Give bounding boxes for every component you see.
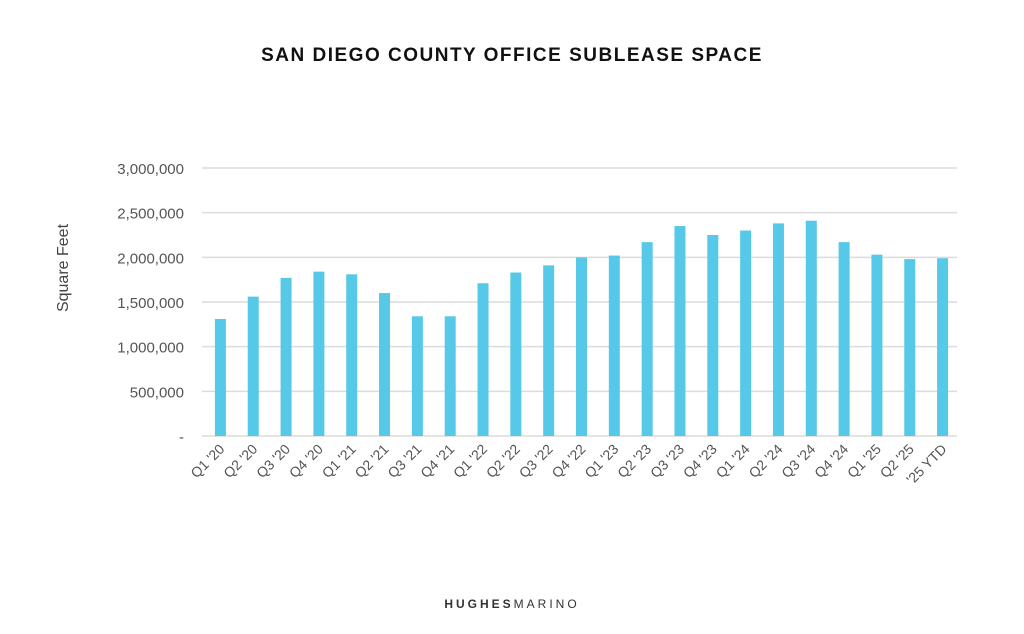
y-tick-label: 2,000,000 <box>117 250 184 267</box>
x-tick-label: Q1 '21 <box>319 441 359 481</box>
x-tick-label: Q1 '25 <box>844 441 884 481</box>
y-tick-label: 1,000,000 <box>117 340 184 357</box>
bar <box>805 220 817 436</box>
x-tick-label: Q2 '24 <box>745 441 785 481</box>
bar <box>346 274 358 436</box>
y-tick-label: 3,000,000 <box>117 161 184 178</box>
bar <box>247 296 259 436</box>
bar <box>543 265 555 436</box>
x-tick-label: Q1 '24 <box>713 441 753 481</box>
bar <box>379 293 391 436</box>
x-tick-label: Q1 '23 <box>581 441 621 481</box>
bar <box>937 258 949 436</box>
brand-bold: HUGHES <box>444 597 514 611</box>
y-tick-label: 1,500,000 <box>117 295 184 312</box>
y-tick-label: - <box>179 429 184 446</box>
bar <box>477 283 489 436</box>
x-tick-label: Q2 '22 <box>483 441 523 481</box>
x-tick-label: Q3 '24 <box>778 441 818 481</box>
bar <box>608 255 620 436</box>
x-tick-label: Q3 '22 <box>516 441 556 481</box>
x-tick-label: Q3 '21 <box>384 441 424 481</box>
y-tick-label: 500,000 <box>130 384 184 401</box>
chart-title: SAN DIEGO COUNTY OFFICE SUBLEASE SPACE <box>261 45 763 66</box>
bar <box>444 316 456 436</box>
x-tick-label: Q3 '23 <box>647 441 687 481</box>
bar <box>772 223 784 436</box>
bar <box>904 259 916 436</box>
bar <box>411 316 423 436</box>
x-tick-label: Q2 '21 <box>351 441 391 481</box>
bar <box>214 318 226 436</box>
bar <box>510 272 522 436</box>
x-tick-label: Q4 '22 <box>548 441 588 481</box>
y-tick-label: 2,500,000 <box>117 206 184 223</box>
bar <box>313 271 325 436</box>
bar <box>576 257 587 436</box>
x-tick-label: Q3 '20 <box>253 441 293 481</box>
y-axis-label: Square Feet <box>55 223 72 312</box>
x-tick-label: Q2 '23 <box>614 441 654 481</box>
bar <box>871 254 883 436</box>
brand-light: MARINO <box>513 597 580 611</box>
brand-logo: HUGHESMARINO <box>0 597 1024 611</box>
x-tick-label: Q4 '24 <box>811 441 851 481</box>
bar <box>280 277 292 436</box>
bar <box>641 242 653 436</box>
bar <box>740 230 752 436</box>
x-tick-label: Q2 '20 <box>220 441 260 481</box>
x-tick-label: Q4 '20 <box>286 441 326 481</box>
bar <box>838 242 850 436</box>
x-tick-label: Q1 '20 <box>187 441 227 481</box>
x-tick-label: Q4 '23 <box>680 441 720 481</box>
bar <box>674 226 686 436</box>
bar <box>707 235 719 436</box>
x-tick-label: Q1 '22 <box>450 441 490 481</box>
x-tick-label: Q4 '21 <box>417 441 457 481</box>
